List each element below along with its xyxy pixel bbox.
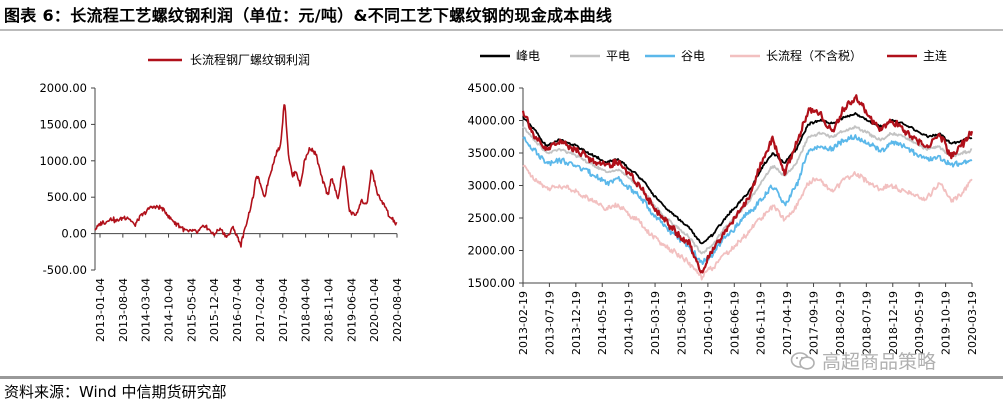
y-tick-label: 500.00 <box>47 190 87 204</box>
title-divider <box>0 29 1003 31</box>
x-tick-label: 2014-05-19 <box>596 291 609 355</box>
cost-curve-chart: 峰电 平电 谷电 长流程（不含税） 主连 1500.00 2000.00 2500.00 300… <box>467 48 979 355</box>
y-tick-label: 2000.00 <box>467 244 515 258</box>
y-tick-label: 3000.00 <box>467 179 515 193</box>
x-tick-label: 2014-10-04 <box>163 278 176 342</box>
y-tick-label: 1000.00 <box>39 154 87 168</box>
watermark: 高超商品策略 <box>790 347 936 374</box>
y-tick-label: -500.00 <box>43 263 87 277</box>
legend-label: 主连 <box>923 48 947 63</box>
legend-label: 谷电 <box>681 49 705 63</box>
x-tick-label: 2018-12-19 <box>887 291 900 355</box>
x-tick-label: 2014-10-19 <box>623 291 636 355</box>
x-tick-label: 2015-08-19 <box>675 291 688 355</box>
x-tick-label: 2015-05-04 <box>185 278 198 342</box>
x-tick-label: 2016-06-19 <box>728 291 741 355</box>
x-tick-label: 2016-01-19 <box>702 291 715 355</box>
x-tick-label: 2017-04-19 <box>781 291 794 355</box>
x-tick-label: 2017-09-04 <box>277 278 290 342</box>
x-tick-label: 2020-01-04 <box>368 278 381 342</box>
x-tick-label: 2016-07-04 <box>231 278 244 342</box>
x-tick-label: 2017-02-04 <box>254 278 267 342</box>
series-line <box>521 94 974 274</box>
figure-title: 图表 6：长流程工艺螺纹钢利润（单位：元/吨）&不同工艺下螺纹钢的现金成本曲线 <box>4 6 613 25</box>
series-line <box>522 164 973 281</box>
y-tick-label: 0.00 <box>61 227 87 241</box>
source-note: 资料来源：Wind 中信期货研究部 <box>4 383 227 401</box>
series-line-profit <box>94 104 398 248</box>
x-tick-label: 2019-06-04 <box>345 278 358 342</box>
x-tick-label: 2014-03-04 <box>140 278 153 342</box>
series-line <box>522 134 973 265</box>
series-line <box>522 125 973 255</box>
y-tick-label: 3500.00 <box>467 146 515 160</box>
y-tick-label: 4500.00 <box>467 81 515 95</box>
y-tick-label: 1500.00 <box>467 276 515 290</box>
x-tick-label: 2020-08-04 <box>391 278 404 342</box>
x-tick-label: 2015-12-04 <box>208 278 221 342</box>
footer-divider <box>0 376 1003 379</box>
y-tick-label: 4000.00 <box>467 114 515 128</box>
x-tick-label: 2019-10-19 <box>940 291 953 355</box>
x-tick-label: 2013-07-19 <box>543 291 556 355</box>
x-tick-label: 2016-11-19 <box>755 291 768 355</box>
y-tick-label: 2500.00 <box>467 211 515 225</box>
x-tick-label: 2013-01-04 <box>94 278 107 342</box>
x-tick-label: 2018-11-04 <box>322 278 335 342</box>
x-tick-label: 2013-02-19 <box>517 291 530 355</box>
x-tick-label: 2020-03-19 <box>966 291 979 355</box>
x-tick-label: 2015-03-19 <box>649 291 662 355</box>
legend-label: 峰电 <box>516 49 540 63</box>
y-tick-label: 2000.00 <box>39 81 87 95</box>
watermark-text: 高超商品策略 <box>822 351 937 373</box>
wechat-icon <box>790 351 815 370</box>
x-tick-label: 2017-09-19 <box>808 291 821 355</box>
x-tick-label: 2018-04-04 <box>300 278 313 342</box>
y-tick-label: 1500.00 <box>39 117 87 131</box>
x-tick-label: 2013-08-04 <box>117 278 130 342</box>
x-tick-label: 2018-02-19 <box>834 291 847 355</box>
legend-label-profit: 长流程钢厂螺纹钢利润 <box>190 52 310 67</box>
x-tick-label: 2013-12-19 <box>570 291 583 355</box>
x-tick-label: 2019-05-19 <box>913 291 926 355</box>
profit-chart: 长流程钢厂螺纹钢利润 -500.00 0.00 500.00 1000.00 1500.0… <box>39 52 404 342</box>
x-tick-label: 2018-07-19 <box>860 291 873 355</box>
legend-label: 平电 <box>606 49 630 63</box>
legend-label: 长流程（不含税） <box>766 48 862 63</box>
